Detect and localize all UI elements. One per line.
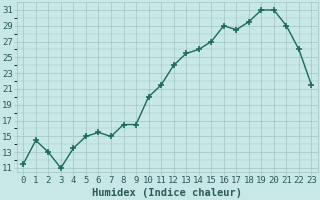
- X-axis label: Humidex (Indice chaleur): Humidex (Indice chaleur): [92, 188, 242, 198]
